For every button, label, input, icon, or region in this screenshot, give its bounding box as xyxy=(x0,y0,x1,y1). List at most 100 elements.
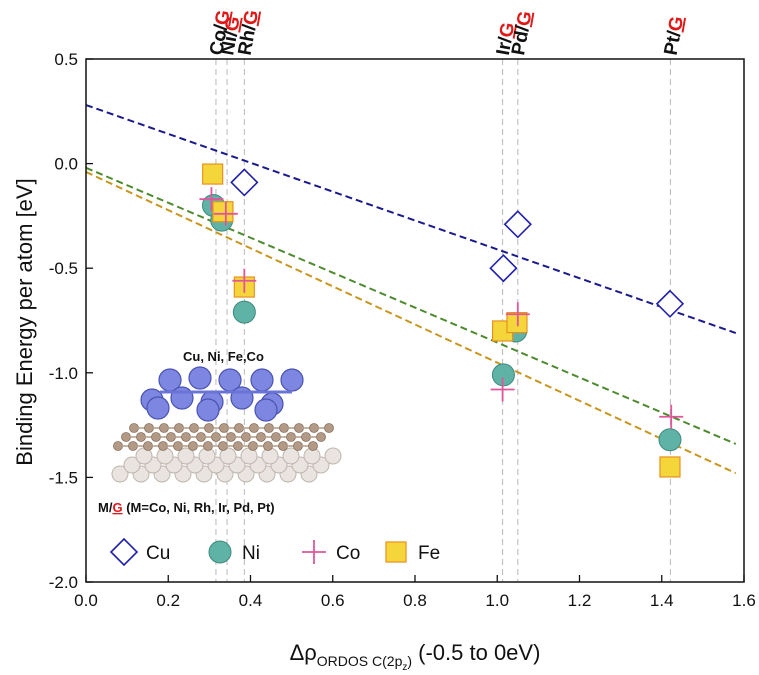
y-tick-label: -1.0 xyxy=(49,364,78,383)
point-cu xyxy=(503,210,532,239)
substrate-label: Pt/G xyxy=(661,15,688,57)
fit-lines xyxy=(85,104,737,475)
inset-metal-atom xyxy=(280,368,304,392)
substrate-g: G xyxy=(513,10,536,28)
x-label-suffix: (-0.5 to 0eV) xyxy=(412,640,540,665)
substrate-sep: / xyxy=(239,22,261,32)
inset-caption-suffix: (M=Co, Ni, Rh, Ir, Pd, Pt) xyxy=(123,500,275,515)
substrate-sep: / xyxy=(211,22,233,32)
point-fe xyxy=(212,201,234,223)
x-tick-label: 0.2 xyxy=(156,591,180,610)
point-fe xyxy=(659,456,681,478)
inset-substrate-atom xyxy=(282,447,300,465)
substrate-metal: Ni xyxy=(217,35,241,57)
point-co xyxy=(490,377,515,402)
legend-marker-ni xyxy=(208,540,232,564)
substrate-sep: / xyxy=(664,29,686,39)
legend-label: Co xyxy=(336,543,360,564)
fit-line xyxy=(85,104,737,334)
substrate-sep: / xyxy=(512,23,534,33)
y-tick-label: -0.5 xyxy=(49,259,78,278)
x-label-sub: ORDOS C(2p xyxy=(317,653,403,669)
x-tick-label: 1.2 xyxy=(568,591,592,610)
point-co xyxy=(213,201,238,226)
substrate-label: Co/G xyxy=(206,9,235,57)
point-cu xyxy=(655,289,685,318)
x-tick-label: 0.6 xyxy=(321,591,345,610)
inset-metal-atom xyxy=(146,396,170,420)
point-co xyxy=(659,404,684,429)
x-tick-label: 1.0 xyxy=(485,591,509,610)
inset-caption-prefix: M/ xyxy=(98,500,113,515)
legend: Cu Ni Co Fe xyxy=(109,537,440,567)
inset-metal-atom xyxy=(196,398,220,422)
inset-carbon-atom xyxy=(316,432,326,442)
inset-substrate-atom xyxy=(177,447,195,465)
inset-substrate-atom xyxy=(123,456,141,474)
substrate-metal: Pd xyxy=(508,29,533,57)
fit-line xyxy=(85,171,737,475)
point-cu xyxy=(489,254,518,283)
point-cu xyxy=(230,168,259,197)
x-label-subclose: ) xyxy=(407,653,412,669)
legend-marker-cu xyxy=(109,537,139,567)
x-tick-label: 0.4 xyxy=(239,591,263,610)
inset-carbon-atom xyxy=(308,441,318,451)
inset-metal-atom xyxy=(250,368,274,392)
x-axis-label: ΔρORDOS C(2pz) (-0.5 to 0eV) xyxy=(290,640,541,673)
legend-marker-fe xyxy=(385,541,407,563)
inset-substrate-atom xyxy=(111,465,129,483)
substrate-label: Ir/G xyxy=(493,21,519,57)
substrate-labels: Co/GNi/GRh/GIr/GPd/GPt/G xyxy=(206,9,688,57)
axes: 0.0 0.2 0.4 0.6 0.8 1.0 1.2 1.4 1.6 0.5 0.0 -0.5 -1.… xyxy=(49,50,756,610)
x-tick-label: 0.0 xyxy=(74,591,98,610)
inset-substrate-atom xyxy=(324,447,342,465)
inset-substrate-atom xyxy=(219,447,237,465)
point-co xyxy=(505,302,530,327)
substrate-metal: Pt xyxy=(661,34,685,57)
inset-metal-atom xyxy=(254,398,278,422)
point-ni xyxy=(232,300,256,324)
x-tick-label: 0.8 xyxy=(403,591,427,610)
data-points xyxy=(199,163,685,478)
inset-structure-illustration xyxy=(111,366,342,483)
fit-line xyxy=(85,166,737,445)
substrate-label: Rh/G xyxy=(235,9,264,57)
inset-bottom-caption: M/G (M=Co, Ni, Rh, Ir, Pd, Pt) xyxy=(98,500,275,515)
y-tick-label: 0.0 xyxy=(54,155,78,174)
inset-caption-g: G xyxy=(112,500,122,515)
inset-carbon-atom xyxy=(324,423,334,433)
point-co xyxy=(232,268,257,293)
y-tick-label: 0.5 xyxy=(54,50,78,69)
substrate-g: G xyxy=(665,15,688,33)
legend-marker-co xyxy=(302,540,326,564)
substrate-g: G xyxy=(496,21,519,39)
inset-metal-atom xyxy=(188,366,212,390)
substrate-label: Ni/G xyxy=(217,15,244,57)
substrate-metal: Co xyxy=(206,28,231,57)
x-label-prefix: Δρ xyxy=(290,640,317,665)
y-tick-label: -1.5 xyxy=(49,468,78,487)
point-co xyxy=(199,187,224,212)
substrate-g: G xyxy=(240,9,263,27)
x-tick-label: 1.4 xyxy=(650,591,674,610)
y-tick-label: -2.0 xyxy=(49,573,78,592)
substrate-g: G xyxy=(222,15,245,33)
substrate-metal: Ir xyxy=(493,40,516,57)
x-tick-label: 1.6 xyxy=(732,591,756,610)
substrate-label: Pd/G xyxy=(508,10,536,57)
legend-label: Ni xyxy=(242,543,260,564)
x-label-subsub: z xyxy=(402,662,407,673)
point-fe xyxy=(202,163,224,185)
point-ni xyxy=(658,428,682,452)
legend-label: Fe xyxy=(418,543,440,564)
inset-metal-atom xyxy=(170,386,194,410)
substrate-sep: / xyxy=(221,29,243,39)
legend-label: Cu xyxy=(146,543,170,564)
substrate-metal: Rh xyxy=(235,28,260,57)
inset-metal-atom xyxy=(230,386,254,410)
y-axis-label: Binding Energy per atom [eV] xyxy=(12,178,37,465)
inset-top-caption: Cu, Ni, Fe,Co xyxy=(183,349,264,364)
substrate-g: G xyxy=(212,9,235,27)
